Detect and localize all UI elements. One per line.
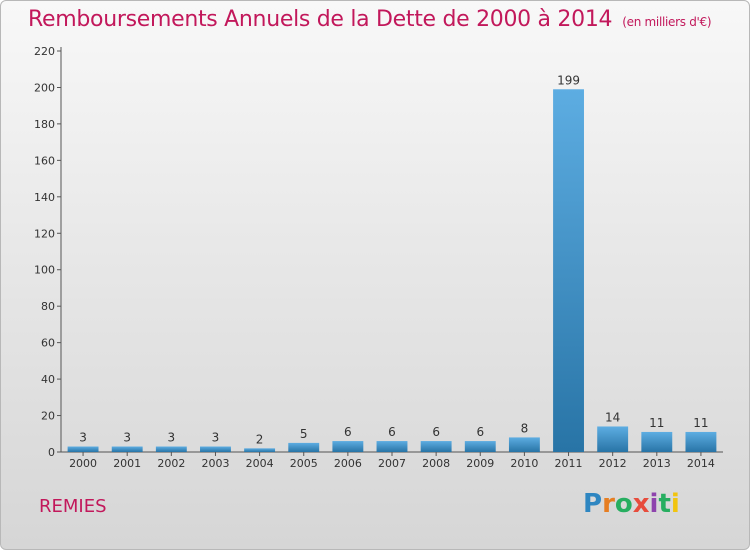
- x-tick-label: 2000: [69, 457, 97, 470]
- x-tick-label: 2006: [334, 457, 362, 470]
- y-tick-label: 20: [41, 410, 55, 423]
- logo-letter: P: [583, 489, 603, 519]
- x-tick-label: 2012: [599, 457, 627, 470]
- bar: [641, 431, 673, 452]
- logo-letter: r: [602, 489, 615, 519]
- chart-title: Remboursements Annuels de la Dette de 20…: [28, 7, 712, 32]
- logo-letter: x: [632, 489, 650, 519]
- bar: [244, 448, 276, 452]
- x-tick-label: 2005: [290, 457, 318, 470]
- bar-value-label: 3: [168, 431, 176, 445]
- bar: [288, 442, 320, 452]
- bar-value-label: 6: [388, 425, 396, 439]
- bar-value-label: 6: [432, 425, 440, 439]
- bar-value-label: 11: [693, 416, 708, 430]
- x-tick-label: 2001: [113, 457, 141, 470]
- bar-value-label: 199: [557, 73, 580, 87]
- bar: [111, 446, 143, 452]
- y-tick-label: 180: [34, 118, 55, 131]
- bar-value-label: 14: [605, 410, 620, 424]
- y-tick-label: 120: [34, 227, 55, 240]
- bar: [155, 446, 187, 452]
- bar: [597, 426, 629, 452]
- chart-value-labels: 3 3 3 3 2 5 6 6 6 6 8 199 14 11 11: [79, 73, 708, 446]
- y-tick-label: 140: [34, 191, 55, 204]
- bar: [420, 441, 452, 452]
- bar-value-label: 6: [476, 425, 484, 439]
- y-tick-label: 80: [41, 300, 55, 313]
- x-tick-label: 2008: [422, 457, 450, 470]
- bar-value-label: 2: [256, 432, 264, 446]
- bar-value-label: 5: [300, 427, 308, 441]
- y-tick-label: 60: [41, 337, 55, 350]
- bar: [332, 441, 364, 452]
- bar-value-label: 11: [649, 416, 664, 430]
- bar-value-label: 3: [123, 431, 131, 445]
- bar: [464, 441, 496, 452]
- y-tick-label: 220: [34, 45, 55, 58]
- bar-value-label: 3: [212, 431, 220, 445]
- x-tick-label: 2009: [466, 457, 494, 470]
- y-tick-label: 0: [48, 446, 55, 459]
- x-tick-label: 2011: [555, 457, 583, 470]
- bar: [553, 89, 584, 452]
- x-tick-label: 2013: [643, 457, 671, 470]
- bar-value-label: 6: [344, 425, 352, 439]
- bar-value-label: 3: [79, 431, 87, 445]
- bar: [200, 446, 231, 452]
- x-tick-label: 2007: [378, 457, 406, 470]
- x-tick-label: 2010: [510, 457, 538, 470]
- chart-bars: [67, 89, 717, 452]
- x-tick-label: 2004: [246, 457, 274, 470]
- commune-name: REMIES: [39, 496, 107, 517]
- y-tick-label: 160: [34, 154, 55, 167]
- chart-subtitle: (en milliers d'€): [622, 15, 712, 29]
- logo-letter: t: [658, 489, 671, 519]
- x-tick-label: 2014: [687, 457, 715, 470]
- bar: [376, 441, 408, 452]
- x-tick-label: 2003: [201, 457, 229, 470]
- logo-letter: i: [649, 489, 659, 519]
- chart-title-text: Remboursements Annuels de la Dette de 20…: [28, 7, 613, 32]
- logo-letter: o: [614, 489, 633, 519]
- y-tick-label: 200: [34, 81, 55, 94]
- y-tick-label: 100: [34, 264, 55, 277]
- chart-axes: 0 20 40 60 80 100 120 140 160 180 200 220 2000 2001 20…: [34, 45, 723, 470]
- bar: [685, 431, 717, 452]
- bar: [508, 437, 540, 452]
- bar: [67, 446, 99, 452]
- y-tick-label: 40: [41, 373, 55, 386]
- logo-letter: i: [670, 489, 680, 519]
- proxiti-logo: Proxiti: [583, 489, 680, 519]
- bar-value-label: 8: [521, 421, 529, 435]
- x-tick-label: 2002: [157, 457, 185, 470]
